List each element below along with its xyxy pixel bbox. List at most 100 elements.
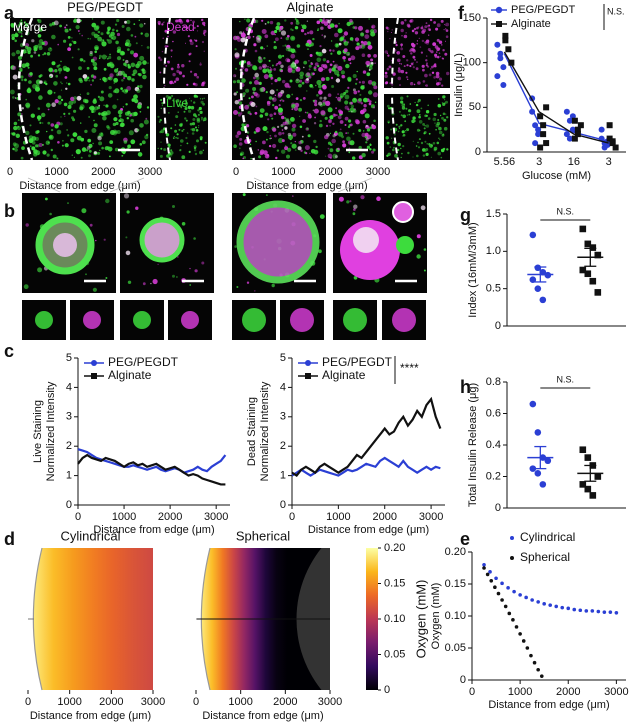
cell <box>299 125 303 129</box>
cell <box>400 21 405 25</box>
cell <box>372 92 378 98</box>
cell <box>287 34 290 38</box>
cell <box>51 102 56 107</box>
cell <box>289 49 293 52</box>
cell <box>138 19 140 21</box>
cell <box>238 101 243 105</box>
cell <box>259 108 265 113</box>
cell <box>137 86 139 88</box>
cell <box>333 63 339 69</box>
x-tick-label: 16 <box>568 156 580 168</box>
cell <box>130 50 134 55</box>
cell <box>425 124 430 128</box>
cell <box>344 124 347 126</box>
cell <box>97 30 101 34</box>
point <box>563 131 570 138</box>
cell <box>244 68 249 72</box>
cell <box>397 130 400 133</box>
cell <box>342 143 347 148</box>
cell <box>400 47 404 51</box>
cell <box>409 49 412 53</box>
point <box>496 591 501 596</box>
cell <box>280 98 283 101</box>
cell <box>70 138 75 143</box>
cell <box>312 37 315 41</box>
chart-title: Cylindrical <box>61 528 121 543</box>
cell <box>50 128 54 132</box>
cell <box>160 147 163 150</box>
cell <box>100 32 104 36</box>
cell <box>331 67 336 72</box>
point <box>532 122 539 129</box>
cell <box>428 34 430 36</box>
cell <box>422 148 426 152</box>
cell <box>124 42 129 47</box>
cell <box>294 59 299 64</box>
y-tick-label: 2 <box>66 440 72 452</box>
cell <box>28 80 32 84</box>
legend-marker <box>305 373 311 379</box>
cell <box>347 132 349 134</box>
cell <box>15 49 21 55</box>
cell <box>438 40 443 44</box>
cell <box>365 60 370 66</box>
cell <box>93 25 99 31</box>
cell <box>42 122 44 124</box>
cell <box>80 19 82 22</box>
cell <box>292 132 297 137</box>
cell <box>426 55 428 57</box>
cell <box>291 37 294 40</box>
cell <box>161 23 164 26</box>
series-line <box>77 453 226 486</box>
cell <box>60 89 63 91</box>
cell <box>342 56 346 60</box>
cell <box>81 147 87 152</box>
cell <box>183 110 186 113</box>
cell <box>408 113 411 116</box>
cell <box>320 110 326 116</box>
cell <box>71 56 74 59</box>
x-tick-label: 2000 <box>556 686 580 698</box>
cell <box>112 104 117 110</box>
y-tick-label: 0.8 <box>486 376 501 388</box>
cell <box>255 140 257 143</box>
y-tick-label: 3 <box>280 411 286 423</box>
cell <box>91 128 97 133</box>
cell <box>82 74 88 79</box>
cell <box>42 54 44 56</box>
cell <box>73 19 77 23</box>
cell <box>261 29 267 34</box>
cell <box>308 64 312 68</box>
cell <box>366 72 371 77</box>
cell <box>184 102 188 106</box>
cell <box>397 67 401 70</box>
cell <box>47 47 53 52</box>
cell <box>252 65 257 71</box>
cell <box>252 87 257 91</box>
cell <box>331 85 335 88</box>
cell <box>33 51 37 54</box>
cell <box>123 88 128 94</box>
cell <box>350 55 356 61</box>
cell <box>286 58 291 63</box>
cell <box>196 139 199 143</box>
cell <box>38 27 44 32</box>
cell <box>176 133 179 136</box>
cell <box>25 223 29 227</box>
fit-line <box>503 51 609 144</box>
micrograph <box>10 18 150 160</box>
cell <box>43 80 47 84</box>
cell <box>159 154 163 158</box>
zoom-line <box>109 177 145 193</box>
cell <box>428 28 431 32</box>
y-tick-label: 150 <box>463 12 481 24</box>
cell <box>238 142 243 146</box>
cell <box>325 124 329 128</box>
cell <box>192 82 196 86</box>
cell <box>250 63 253 67</box>
cell <box>269 68 273 71</box>
cell <box>48 134 54 140</box>
cell <box>179 20 184 24</box>
cell <box>370 58 374 62</box>
cell <box>431 65 434 69</box>
